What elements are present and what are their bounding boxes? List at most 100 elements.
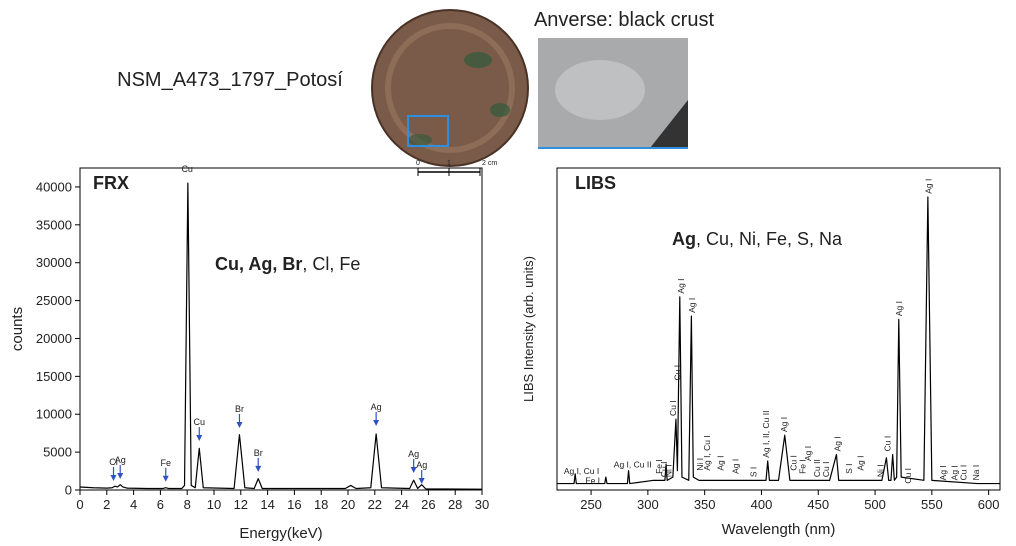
y-tick-label: 30000 [36, 255, 72, 270]
scale-label: 0 [416, 160, 420, 167]
peak-label: S I [749, 467, 759, 477]
x-tick-label: 2 [103, 497, 110, 512]
plot-frame [80, 168, 482, 490]
texture [555, 60, 645, 120]
peak-label: Ag [416, 460, 427, 470]
y-tick-label: 25000 [36, 293, 72, 308]
chart: 0246810121416182022242628300500010000150… [9, 164, 489, 542]
chart-title: LIBS [575, 173, 616, 193]
peak-label: Ag I [938, 465, 948, 480]
peak-label: Fe [161, 458, 172, 468]
peak-label: Ag I, Cu I [702, 435, 712, 470]
peak-label: Ni I [876, 464, 886, 477]
peak-label: Fe I [585, 476, 600, 486]
peak-label: Ag I, Cu I [564, 466, 599, 476]
subtitle-part: , Cl, Fe [302, 254, 360, 274]
corrosion [408, 134, 432, 146]
y-tick-label: 5000 [43, 445, 72, 460]
peak-label: Cu I [959, 465, 969, 481]
peak-label: Ni I [663, 464, 673, 477]
y-tick-label: 10000 [36, 407, 72, 422]
x-tick-label: 500 [864, 497, 886, 512]
peak-label: Ag I [923, 179, 933, 194]
micrograph [538, 38, 688, 148]
y-tick-label: 35000 [36, 217, 72, 232]
x-tick-label: 18 [314, 497, 328, 512]
peak-label: Ag I [779, 417, 789, 432]
peak-label: Ag I [833, 436, 843, 451]
peak-arrowhead [163, 476, 169, 482]
peak-arrowhead [196, 435, 202, 441]
peak-arrowhead [373, 420, 379, 426]
y-tick-label: 15000 [36, 369, 72, 384]
chart-subtitle: Cu, Ag, Br, Cl, Fe [215, 254, 360, 274]
peak-label: Br [254, 448, 263, 458]
peak-label: Cu [194, 417, 206, 427]
spectrum-line [80, 183, 482, 489]
peak-arrowhead [236, 422, 242, 428]
peak-arrowhead [419, 478, 425, 484]
peak-label: Ag I, Cu II [614, 459, 652, 469]
peak-label: S I [844, 463, 854, 473]
peak-label: Ag I [716, 456, 726, 471]
sample-name: NSM_A473_1797_Potosí [117, 69, 343, 91]
corrosion [464, 52, 492, 68]
x-tick-label: 22 [368, 497, 382, 512]
plot-frame [557, 168, 1000, 490]
peak-label: Ag [115, 455, 126, 465]
x-tick-label: 26 [421, 497, 435, 512]
x-tick-label: 250 [580, 497, 602, 512]
peak-label: Na I [971, 465, 981, 481]
y-tick-label: 0 [65, 483, 72, 498]
x-tick-label: 24 [394, 497, 408, 512]
y-axis-label: counts [9, 307, 26, 351]
peak-label: Cu I [668, 400, 678, 416]
peak-label: Ag I [894, 301, 904, 316]
x-tick-label: 350 [694, 497, 716, 512]
peak-label: Ag I [730, 459, 740, 474]
x-tick-label: 600 [978, 497, 1000, 512]
photo-caption: Anverse: black crust [534, 9, 715, 31]
y-tick-label: 20000 [36, 331, 72, 346]
peak-label: Ag [408, 449, 419, 459]
peak-label: Cu I [903, 468, 913, 484]
subtitle-part: Cu, Ag, Br [215, 254, 302, 274]
coin [372, 10, 528, 166]
x-tick-label: 20 [341, 497, 355, 512]
peak-label: Ag I [803, 446, 813, 461]
scale-label: 2 cm [482, 160, 497, 167]
scale-label: 1 [447, 160, 451, 167]
peak-label: Cu I [883, 436, 893, 452]
x-axis-label: Wavelength (nm) [722, 521, 836, 538]
peak-label: Ag I, II, Cu II [761, 411, 771, 458]
x-tick-label: 28 [448, 497, 462, 512]
x-tick-label: 14 [260, 497, 274, 512]
peak-arrowhead [117, 473, 123, 479]
x-tick-label: 10 [207, 497, 221, 512]
chart-subtitle: Ag, Cu, Ni, Fe, S, Na [672, 229, 843, 249]
chart: 250300350400450500550600Wavelength (nm)L… [521, 168, 1000, 538]
peak-label: Cu I [821, 462, 831, 478]
coin-photo [372, 10, 528, 166]
peak-label: Ag I [687, 298, 697, 313]
x-tick-label: 300 [637, 497, 659, 512]
x-tick-label: 550 [921, 497, 943, 512]
peak-label: Ag I [676, 278, 686, 293]
subtitle-part: , Cu, Ni, Fe, S, Na [696, 229, 843, 249]
peak-arrowhead [255, 466, 261, 472]
y-tick-label: 40000 [36, 179, 72, 194]
subtitle-part: Ag [672, 229, 696, 249]
x-tick-label: 400 [751, 497, 773, 512]
peak-label: Ag I [855, 456, 865, 471]
x-tick-label: 6 [157, 497, 164, 512]
peak-label: Br [235, 404, 244, 414]
chart-title: FRX [93, 173, 129, 193]
figure: NSM_A473_1797_Potosí Anverse: black crus… [0, 0, 1016, 546]
peak-label: Ag [371, 402, 382, 412]
x-tick-label: 16 [287, 497, 301, 512]
y-axis-label: LIBS Intensity (arb. units) [521, 256, 536, 402]
x-tick-label: 8 [184, 497, 191, 512]
peak-label: Cu I [672, 365, 682, 381]
peak-label: Cu [181, 164, 193, 174]
peak-arrowhead [111, 475, 117, 481]
